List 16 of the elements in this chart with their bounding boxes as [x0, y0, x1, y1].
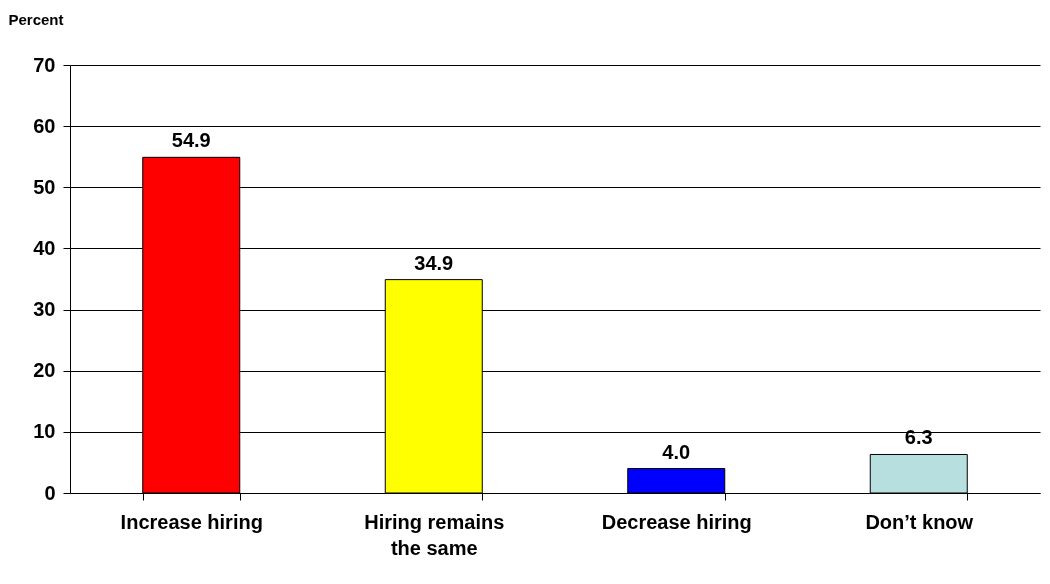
- y-tick-label: 20: [33, 359, 56, 382]
- y-tick-label: 40: [33, 236, 56, 259]
- y-tick-label: 50: [33, 175, 56, 198]
- x-tick-label: Don’t know: [865, 510, 974, 533]
- y-tick-label: 60: [33, 114, 56, 137]
- y-tick-label: 0: [44, 481, 56, 504]
- y-axis-title: Percent: [8, 10, 64, 28]
- data-label: 54.9: [171, 129, 211, 152]
- x-tick-label: Decrease hiring: [601, 510, 752, 533]
- data-label: 34.9: [414, 251, 454, 274]
- y-tick-label: 70: [33, 53, 56, 76]
- x-tick-label: Increase hiring: [120, 510, 263, 533]
- x-tick-label: Hiring remains the same: [364, 510, 505, 559]
- data-label: 4.0: [662, 440, 691, 463]
- y-tick-label: 10: [33, 420, 56, 443]
- y-tick-label: 30: [33, 298, 56, 321]
